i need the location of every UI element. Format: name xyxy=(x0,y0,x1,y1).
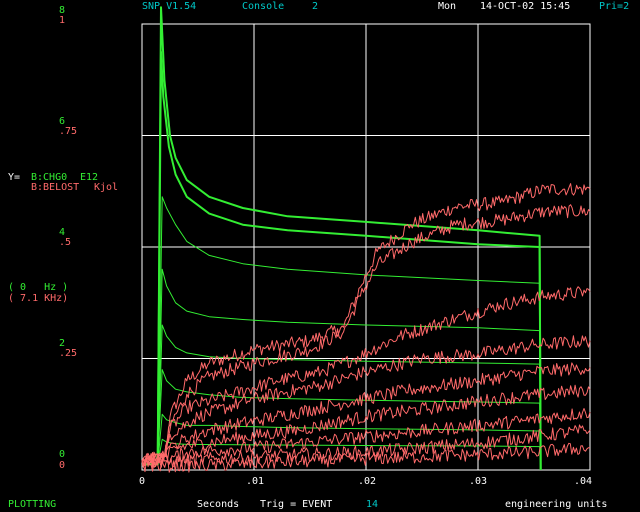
units-label: engineering units xyxy=(505,499,607,510)
console-label: Console xyxy=(242,1,284,12)
header-datetime: 14-OCT-02 15:45 xyxy=(480,1,570,12)
trigger-event-number: 14 xyxy=(366,499,378,510)
x-axis-tick: .01 xyxy=(246,476,264,487)
x-axis-tick: .02 xyxy=(358,476,376,487)
y-axis-green-tick: 0 xyxy=(59,449,65,460)
trace-bchg0 xyxy=(142,269,541,470)
header-day: Mon xyxy=(438,1,456,12)
y-axis-red-tick: .75 xyxy=(59,126,77,137)
frequency-channel-2: ( 7.1 KHz) xyxy=(8,293,68,304)
y-axis-red-tick: .25 xyxy=(59,348,77,359)
x-axis-tick: .03 xyxy=(469,476,487,487)
trigger-label: Trig = EVENT xyxy=(260,499,332,510)
frequency-channel-1: ( 0 Hz ) xyxy=(8,282,68,293)
status-text: PLOTTING xyxy=(8,499,56,510)
priority-indicator: Pri=2 xyxy=(599,1,629,12)
legend-channel-2[interactable]: B:BELOST xyxy=(31,182,79,193)
x-axis-label: Seconds xyxy=(197,499,239,510)
y-axis-red-tick: .5 xyxy=(59,237,71,248)
program-version: SNP V1.54 xyxy=(142,1,196,12)
x-axis-tick: .04 xyxy=(574,476,592,487)
legend-prefix: Y= xyxy=(8,172,20,183)
trace-bchg0 xyxy=(142,7,541,470)
trace-bchg0 xyxy=(142,52,541,470)
legend-channel-2-unit: Kjol xyxy=(94,182,118,193)
y-axis-red-top: 1 xyxy=(59,15,65,26)
y-axis-red-tick: 0 xyxy=(59,460,65,471)
x-axis-tick: 0 xyxy=(139,476,145,487)
console-number: 2 xyxy=(312,1,318,12)
